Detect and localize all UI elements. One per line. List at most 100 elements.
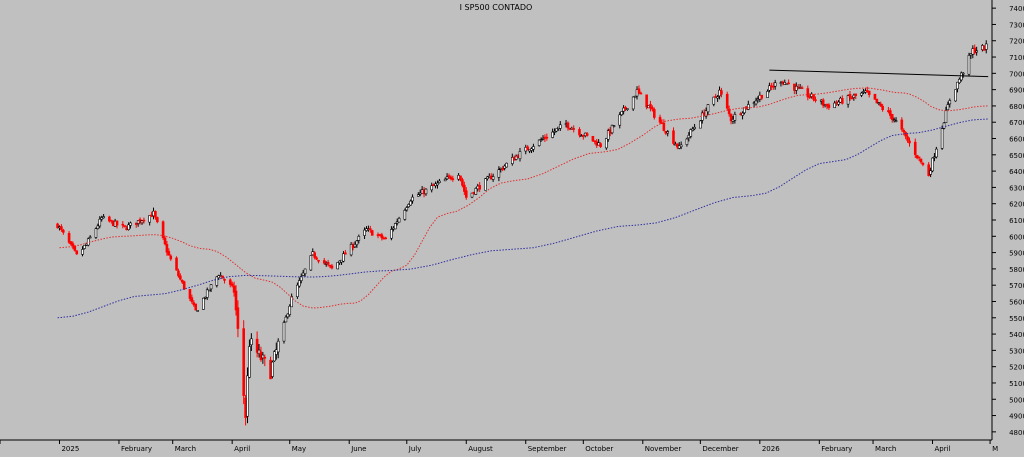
candle xyxy=(944,106,948,124)
candle xyxy=(814,96,817,103)
candle xyxy=(497,166,501,182)
candle xyxy=(624,105,627,112)
candle-body xyxy=(83,245,86,249)
candle-body xyxy=(102,216,105,219)
candle-body xyxy=(246,375,249,417)
candle xyxy=(397,216,401,223)
candle-body xyxy=(255,338,259,353)
candle-body xyxy=(81,249,84,255)
candle-body xyxy=(902,129,906,133)
candle-body xyxy=(204,296,207,299)
candle-body xyxy=(877,102,881,104)
candle xyxy=(102,214,105,219)
candle xyxy=(679,141,683,150)
candle xyxy=(558,121,562,131)
candle-body xyxy=(904,132,907,137)
candle xyxy=(666,130,670,137)
candle xyxy=(800,85,804,89)
candle-body xyxy=(747,104,750,110)
candle xyxy=(747,100,750,111)
candle xyxy=(959,71,963,82)
candle-body xyxy=(566,122,570,129)
candle-body xyxy=(551,131,554,138)
candle-body xyxy=(447,175,451,177)
candle xyxy=(380,232,384,241)
candle-body xyxy=(771,85,775,88)
candle xyxy=(906,134,909,143)
candle xyxy=(637,85,641,95)
candle-body xyxy=(309,255,313,271)
y-tick-label: 7100 xyxy=(1009,54,1024,62)
candle xyxy=(760,94,764,101)
candle-body xyxy=(854,93,858,96)
candle-body xyxy=(69,241,73,245)
candle-body xyxy=(121,223,125,226)
candle-body xyxy=(349,243,353,256)
candle xyxy=(96,223,100,230)
candle-body xyxy=(691,128,694,131)
candle xyxy=(505,162,508,168)
candle-body xyxy=(733,114,737,121)
candle-body xyxy=(766,91,769,98)
candle-body xyxy=(652,109,656,118)
candle xyxy=(369,225,372,233)
x-tick-label: April xyxy=(234,445,250,453)
candle-body xyxy=(553,131,556,133)
y-tick-label: 6300 xyxy=(1009,184,1024,192)
candle xyxy=(662,119,666,132)
candle-body xyxy=(315,257,318,260)
candle xyxy=(121,221,125,229)
candle-body xyxy=(276,340,280,353)
y-tick-label: 5500 xyxy=(1009,315,1024,323)
candle-body xyxy=(67,233,71,243)
candle-body xyxy=(541,138,545,140)
candle xyxy=(230,281,234,288)
candle-body xyxy=(127,224,130,231)
candle-body xyxy=(935,148,938,158)
candle-body xyxy=(967,55,971,75)
candle-body xyxy=(393,223,397,230)
candle xyxy=(282,320,286,344)
candle xyxy=(591,135,595,142)
candle xyxy=(729,113,733,125)
candle xyxy=(288,304,292,317)
x-tick-label: 2026 xyxy=(762,445,780,453)
candle xyxy=(234,285,238,316)
candle xyxy=(115,220,119,229)
candle xyxy=(526,145,529,151)
candle-body xyxy=(298,280,301,287)
candle-body xyxy=(626,108,629,110)
candle-body xyxy=(706,104,710,113)
candle xyxy=(478,181,481,193)
candle xyxy=(631,96,635,111)
x-tick-label: November xyxy=(645,445,682,453)
y-tick-label: 6100 xyxy=(1009,217,1024,225)
candle-body xyxy=(760,94,764,99)
candle-body xyxy=(942,122,946,129)
x-tick-label: February xyxy=(821,445,852,453)
candle xyxy=(416,192,420,197)
candle xyxy=(276,338,280,359)
candle xyxy=(572,125,576,133)
y-tick-label: 5800 xyxy=(1009,266,1024,274)
candle-body xyxy=(459,175,462,181)
candle xyxy=(443,177,447,182)
candle xyxy=(867,90,871,98)
candle xyxy=(821,98,825,109)
y-tick-label: 5300 xyxy=(1009,347,1024,355)
candle xyxy=(610,124,614,135)
candle xyxy=(349,242,353,257)
candle-body xyxy=(501,168,505,170)
candle xyxy=(330,264,334,270)
candle xyxy=(436,180,439,189)
candle xyxy=(207,289,211,292)
candle xyxy=(766,89,769,98)
candle-body xyxy=(651,107,654,110)
candle-body xyxy=(443,178,447,182)
candle-body xyxy=(537,139,541,146)
candle-body xyxy=(959,72,963,81)
candle xyxy=(232,281,236,297)
candle xyxy=(931,157,934,173)
candle xyxy=(771,82,775,90)
candle xyxy=(555,128,558,133)
